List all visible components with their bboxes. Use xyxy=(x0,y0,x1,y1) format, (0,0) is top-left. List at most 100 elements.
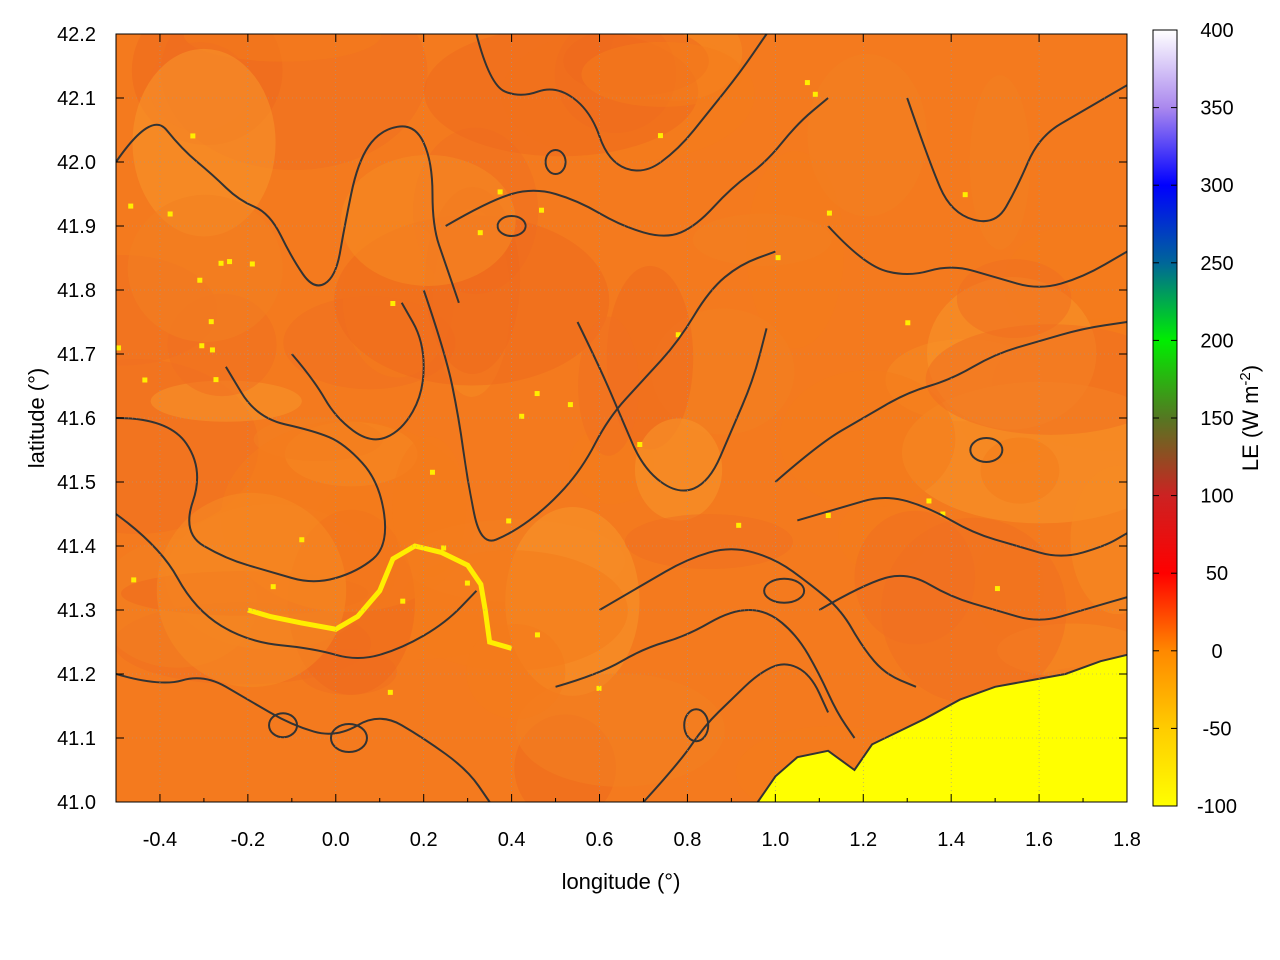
speckle xyxy=(506,518,512,524)
field-patch xyxy=(132,48,276,237)
speckle xyxy=(534,391,540,397)
speckle xyxy=(429,469,435,475)
speckle xyxy=(213,377,219,383)
colorbar-tick-label: 250 xyxy=(1200,253,1233,275)
field-patch xyxy=(692,213,832,266)
contour-loop xyxy=(544,149,567,175)
y-tick-label: 42.1 xyxy=(57,88,96,110)
colorbar-tick-label: 100 xyxy=(1200,486,1233,508)
x-tick-label: 1.0 xyxy=(761,829,789,851)
colorbar-tick-label: 150 xyxy=(1200,408,1233,430)
speckle xyxy=(534,632,540,638)
field-patch xyxy=(392,436,467,578)
contour-loop xyxy=(969,437,1004,463)
field-patch xyxy=(340,154,516,286)
y-tick-label: 42.0 xyxy=(57,152,96,174)
field-patch xyxy=(624,514,793,570)
contour-loop xyxy=(329,723,368,753)
speckle xyxy=(218,260,224,266)
contour-lines xyxy=(116,34,1127,802)
speckle xyxy=(497,189,503,195)
x-tick-label: 1.4 xyxy=(937,829,965,851)
sea-region xyxy=(757,654,1127,802)
field-patch xyxy=(466,624,566,720)
colorbar-tick-label: 50 xyxy=(1206,563,1228,585)
speckle xyxy=(657,133,663,139)
colorbar-tick-label: 300 xyxy=(1200,175,1233,197)
contour-line xyxy=(445,97,829,237)
speckle xyxy=(539,207,545,213)
y-tick-label: 41.7 xyxy=(57,344,96,366)
y-tick-label: 41.1 xyxy=(57,728,96,750)
speckle xyxy=(116,345,122,351)
y-tick-label: 41.2 xyxy=(57,664,96,686)
colorbar-tick-label: 350 xyxy=(1200,98,1233,120)
contour-line xyxy=(422,250,776,542)
x-tick-label: 0.8 xyxy=(674,829,702,851)
speckle xyxy=(190,133,196,139)
field-patch xyxy=(150,380,302,422)
field-patches xyxy=(116,34,1127,802)
x-axis: -0.4 -0.2 0.0 0.2 0.4 0.6 0.8 1.0 1.2 1.4 1.6 1.8 xyxy=(143,34,1141,851)
x-tick-label: 1.8 xyxy=(1113,829,1141,851)
speckle xyxy=(142,377,148,383)
x-axis-label: longitude (°) xyxy=(562,869,681,894)
contour-line xyxy=(818,574,1127,621)
river-line xyxy=(247,543,513,651)
y-tick-label: 41.0 xyxy=(57,792,96,814)
speckle xyxy=(249,261,255,267)
speckle xyxy=(637,441,643,447)
contour-loop xyxy=(496,215,527,237)
speckle xyxy=(477,230,483,236)
y-tick-label: 42.2 xyxy=(57,24,96,46)
speckle xyxy=(270,584,276,590)
y-tick-label: 41.4 xyxy=(57,536,96,558)
y-tick-label: 41.3 xyxy=(57,600,96,622)
speckle xyxy=(208,319,214,325)
field-patch xyxy=(969,75,1031,250)
contour-line xyxy=(906,84,1127,223)
contour-loop xyxy=(683,708,710,743)
colorbar-ticks: -100 -50 0 50 100 150 200 250 300 350 400 xyxy=(1153,20,1237,818)
speckle xyxy=(962,192,968,198)
field-patch xyxy=(880,517,1067,704)
y-axis: 41.0 41.1 41.2 41.3 41.4 41.5 41.6 41.7 41.8 41.9… xyxy=(57,24,1127,814)
x-tick-label: -0.2 xyxy=(231,829,265,851)
contour-line xyxy=(797,497,1127,557)
speckle xyxy=(519,413,525,419)
speckle xyxy=(812,91,818,97)
contour-loop xyxy=(763,577,806,604)
speckle xyxy=(199,343,205,349)
speckle xyxy=(825,513,831,519)
speckle xyxy=(994,586,1000,592)
field-patch xyxy=(1070,465,1127,615)
field-patch xyxy=(807,53,927,217)
speckle xyxy=(464,580,470,586)
y-tick-label: 41.6 xyxy=(57,408,96,430)
speckle xyxy=(567,402,573,408)
field-patch xyxy=(980,437,1060,504)
colorbar-label-close: ) xyxy=(1238,365,1263,372)
colorbar-tick-label: -50 xyxy=(1203,718,1232,740)
speckle xyxy=(387,689,393,695)
colorbar-label: LE (W m-2) xyxy=(1237,365,1263,471)
x-tick-label: 0.0 xyxy=(322,829,350,851)
x-tick-label: 1.6 xyxy=(1025,829,1053,851)
grid-lines xyxy=(116,34,1127,802)
x-tick-label: 0.2 xyxy=(410,829,438,851)
field-patch xyxy=(634,418,723,521)
speckle xyxy=(926,498,932,504)
x-tick-label: 0.4 xyxy=(498,829,526,851)
field-patch xyxy=(925,324,1127,435)
x-tick-label: 1.2 xyxy=(849,829,877,851)
colorbar-tick-label: -100 xyxy=(1197,796,1237,818)
y-tick-label: 41.8 xyxy=(57,280,96,302)
speckle xyxy=(441,545,447,551)
contour-line xyxy=(475,34,768,172)
speckle xyxy=(675,332,681,338)
field-patch xyxy=(127,194,283,343)
speckle xyxy=(167,211,173,217)
colorbar-tick-label: 400 xyxy=(1200,20,1233,42)
y-tick-label: 41.9 xyxy=(57,216,96,238)
